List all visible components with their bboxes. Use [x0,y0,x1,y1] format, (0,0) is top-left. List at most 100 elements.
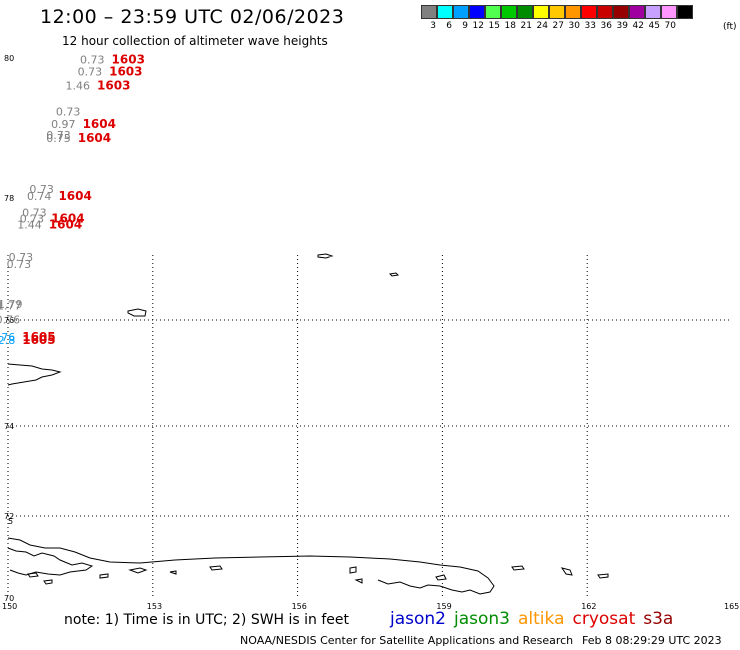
time-label: 1604 [83,117,116,131]
islet [128,567,148,574]
lat-lon-grid [7,255,732,598]
legend-label: 45 [648,21,660,31]
time-label: 1604 [78,131,111,145]
legend-label: 6 [446,21,452,31]
legend-label: 36 [600,21,612,31]
islet [169,570,177,575]
island-coast [7,363,62,386]
legend-label: 12 [472,21,484,31]
lon-tick-label: 159 [436,602,451,611]
islet [435,574,447,581]
legend-label: 18 [504,21,516,31]
legend-swatch [629,5,645,19]
time-label: 1604 [58,189,91,203]
lat-tick-label: 78 [4,194,14,203]
legend-swatch [485,5,501,19]
map-title: 12:00 – 23:59 UTC 02/06/2023 [40,6,345,28]
islet [99,573,109,579]
islet [597,573,609,579]
legend-swatch [469,5,485,19]
note-text: note: 1) Time is in UTC; 2) SWH is in fe… [64,612,350,628]
legend-swatches [421,5,693,19]
islet [354,578,363,584]
swh-value: 0.73 [29,183,54,196]
legend-swatch [549,5,565,19]
lat-tick-label: 74 [4,422,14,431]
coastline [7,253,609,595]
time-label: 1605 [22,333,55,347]
lat-tick-label: 80 [4,54,14,63]
edge-label: 5 [8,517,13,526]
legend-swatch [661,5,677,19]
legend-unit: (ft) [723,22,737,32]
islet [511,565,525,571]
legend-swatch [613,5,629,19]
legend-label: 15 [488,21,500,31]
swh-value: 0.75 [46,132,71,145]
swh-value: 1.79 [0,298,22,311]
island [317,253,334,259]
swh-value: 0.76 [0,314,20,327]
swh-value: 0.73 [9,251,34,264]
lat-tick-label: 70 [4,594,14,603]
satellite-legend: jason2 jason3 altika cryosat s3a [390,609,681,629]
swh-value: 1.77 [0,300,22,313]
legend-swatch [421,5,437,19]
lat-tick-label: 76 [4,316,14,325]
swh-value: 0.74 [27,190,52,203]
swh-value: 2.8 [0,334,15,347]
swh-value: 0.73 [7,258,32,271]
swh-value: 0.73 [56,105,81,118]
legend-swatch [677,5,693,19]
legend-label: 27 [552,21,564,31]
satellite-jason2: jason2 [390,609,446,629]
credit-date: Feb 8 08:29:29 UTC 2023 [582,634,722,647]
legend-swatch [565,5,581,19]
legend-label: 70 [664,21,676,31]
legend-swatch [645,5,661,19]
legend-label: 30 [568,21,580,31]
lon-tick-label: 153 [147,602,162,611]
islet-coast [7,547,94,576]
swh-value: 0.97 [51,118,76,131]
lon-tick-label: 156 [292,602,307,611]
map-subtitle: 12 hour collection of altimeter wave hei… [62,34,328,48]
time-label: 1603 [97,79,130,93]
legend-label: 33 [584,21,596,31]
legend-swatch [437,5,453,19]
color-legend: 3 6 9 12 15 18 21 24 27 30 33 36 39 42 45 70 (ft) [421,5,737,32]
satellite-cryosat: cryosat [572,609,636,629]
time-label: 1604 [51,211,84,225]
swh-value: 0.73 [20,212,45,225]
credit-text: NOAA/NESDIS Center for Satellite Applica… [240,634,574,647]
legend-label: 42 [632,21,644,31]
satellite-s3a: s3a [643,609,674,629]
swh-value: 1.44 [17,219,42,232]
legend-label: 3 [430,21,436,31]
swh-value: 1.46 [66,80,91,93]
time-label: 1604 [49,218,82,232]
island [388,272,400,277]
legend-label: 21 [520,21,532,31]
legend-swatch [597,5,613,19]
legend-swatch [517,5,533,19]
legend-swatch [581,5,597,19]
swh-value: 2.76 [0,331,15,344]
lat-tick-label: 72 [4,512,14,521]
legend-swatch [453,5,469,19]
legend-label: 24 [536,21,548,31]
islet [27,572,39,578]
swh-value: 0.73 [78,66,103,79]
swh-value: 0.73 [80,54,105,67]
island [127,308,147,317]
legend-swatch [501,5,517,19]
islet [43,579,53,585]
legend-swatch [533,5,549,19]
lon-tick-label: 150 [2,602,17,611]
mainland-coast [7,537,495,595]
lon-tick-label: 165 [724,602,739,611]
islet [560,567,573,576]
time-label: 1603 [112,53,145,67]
